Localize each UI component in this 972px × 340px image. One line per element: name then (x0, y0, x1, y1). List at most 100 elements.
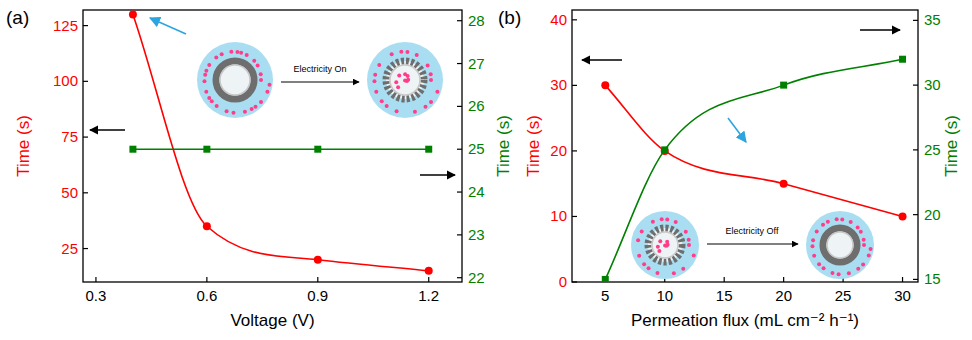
inset-ion (220, 52, 224, 56)
x-tick-label: 0.6 (196, 287, 217, 304)
y-tick (83, 136, 88, 137)
inset-ion (377, 63, 381, 67)
inset-ion (658, 239, 662, 243)
inset-ion (396, 85, 400, 89)
inset-ion (372, 79, 376, 83)
inset-ion (657, 249, 661, 253)
inset-ion (666, 243, 670, 247)
x-tick-label: 25 (835, 287, 852, 304)
inset-solution (806, 211, 874, 279)
x-tick-label: 1.2 (418, 287, 439, 304)
inset-ion (837, 272, 841, 276)
inset-solution (631, 211, 699, 279)
inset-membrane (216, 61, 254, 99)
y2-tick (457, 277, 462, 278)
inset-ion (415, 53, 419, 57)
inset-ion (840, 217, 844, 221)
y2-tick (913, 149, 918, 150)
x-tick (902, 277, 903, 282)
y2-tick-label: 26 (468, 97, 485, 114)
series-line (133, 148, 429, 150)
inset-ion (684, 230, 688, 234)
inset-membrane-edge (827, 232, 853, 258)
y-tick (572, 19, 577, 20)
y2-tick-label: 25 (924, 141, 941, 158)
inset-ion (385, 104, 389, 108)
y2-tick (457, 191, 462, 192)
panel-letter: (a) (6, 7, 29, 28)
inset-ion (849, 220, 853, 224)
inset-ion (861, 262, 865, 266)
inset-ion (660, 217, 664, 221)
inset-ion (245, 53, 249, 57)
y2-tick-label: 24 (468, 183, 485, 200)
inset-ion (210, 99, 214, 103)
inset-ion (862, 243, 866, 247)
inset-ion (395, 109, 399, 113)
y2-axis-title: Time (s) (494, 115, 513, 177)
y2-tick-label: 23 (468, 226, 485, 243)
data-layer (129, 10, 433, 274)
y-tick (572, 150, 577, 151)
x-tick-label: 20 (775, 287, 792, 304)
data-point (602, 276, 609, 282)
inset-ion (822, 266, 826, 270)
inset-ion (672, 271, 676, 275)
inset-ion (835, 217, 839, 221)
y-tick (572, 281, 577, 282)
inset-ion (651, 220, 655, 224)
data-point (899, 56, 906, 63)
inset-pointer-arrow (728, 118, 746, 142)
inset-ion (202, 79, 206, 83)
inset-ion (692, 253, 696, 257)
inset-ion (817, 262, 821, 266)
inset-ion (655, 271, 659, 275)
inset-ion (259, 72, 263, 76)
x-tick-label: 30 (894, 287, 911, 304)
y-tick-label: 30 (550, 76, 567, 93)
x-axis-title: Voltage (V) (230, 311, 314, 330)
annotation: Electricity Off (726, 226, 779, 236)
inset-ion (373, 73, 377, 77)
x-tick (724, 277, 725, 282)
axis-pointer-arrow (420, 174, 455, 175)
y-tick (572, 85, 577, 86)
y2-tick-label: 30 (924, 76, 941, 93)
y2-tick-label: 20 (924, 206, 941, 223)
x-tick (206, 277, 207, 282)
data-point (601, 81, 609, 89)
inset-ion (214, 56, 218, 60)
inset-ion (394, 80, 398, 84)
y-tick-label: 100 (53, 72, 78, 89)
inset-ion (423, 105, 427, 109)
inset-ion (229, 50, 233, 54)
y-tick-label: 50 (61, 184, 78, 201)
y-tick (83, 81, 88, 82)
data-point (203, 146, 210, 153)
inset-ion (830, 271, 834, 275)
inset-membrane-edge (390, 65, 420, 95)
y2-tick-label: 22 (468, 269, 485, 286)
inset-ion (231, 111, 235, 115)
inset-ion (374, 90, 378, 94)
axis-pointer-arrow (90, 129, 125, 130)
inset-ion (250, 107, 254, 111)
x-tick-label: 5 (601, 287, 609, 304)
inset-ion (674, 220, 678, 224)
y-tick (83, 25, 88, 26)
inset-ion (426, 64, 430, 68)
inset-ion (203, 73, 207, 77)
series-line (605, 59, 902, 279)
inset-ion (406, 78, 410, 82)
inset-ion (256, 64, 260, 68)
plot-frame (572, 10, 918, 282)
inset-ion (413, 110, 417, 114)
y-tick (83, 192, 88, 193)
y2-tick (457, 106, 462, 107)
x-tick-label: 10 (656, 287, 673, 304)
y2-tick (457, 20, 462, 21)
y2-tick-label: 25 (468, 140, 485, 157)
inset-ion (429, 72, 433, 76)
inset-ion (856, 267, 860, 271)
inset-ion (207, 96, 211, 100)
